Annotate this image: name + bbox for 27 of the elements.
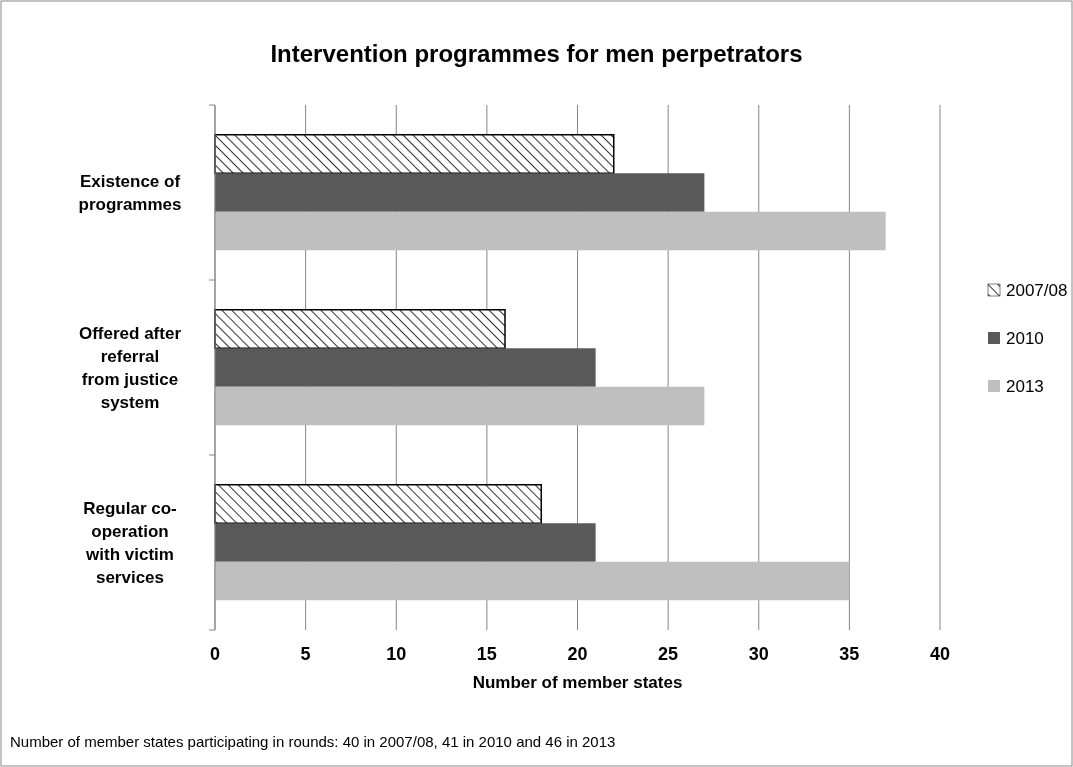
y-tick-label: Existence of programmes [78, 172, 182, 214]
bar [215, 348, 596, 387]
bar [215, 523, 596, 562]
bar [215, 386, 705, 426]
bar [215, 173, 705, 212]
y-tick-label: Offered after referral from justice system [78, 324, 182, 412]
x-axis-title: Number of member states [472, 673, 683, 692]
bar [215, 211, 886, 251]
y-tick-label: Regular co- operation with victim services [83, 499, 177, 587]
x-tick-label: 30 [748, 644, 769, 664]
legend-label: 2007/08 [1006, 281, 1068, 300]
bar [214, 134, 615, 174]
x-tick-label: 10 [386, 644, 407, 664]
x-tick-label: 40 [929, 644, 951, 664]
bar [215, 561, 850, 601]
legend-label: 2010 [1006, 329, 1044, 348]
chart-title: Intervention programmes for men perpetrators [270, 40, 803, 67]
x-tick-label: 25 [658, 644, 679, 664]
legend-label: 2013 [1006, 377, 1044, 396]
x-tick-label: 15 [476, 644, 497, 664]
bar [214, 484, 542, 524]
x-tick-label: 20 [567, 644, 588, 664]
text: Number of member states participating in rounds: 40 in 2007/08, 41 in 2010 and 46 in 2013 [10, 733, 616, 750]
x-tick-label: 35 [839, 644, 860, 664]
x-tick-label: 0 [209, 644, 221, 664]
x-tick-label: 5 [300, 644, 311, 664]
bar [214, 309, 506, 349]
